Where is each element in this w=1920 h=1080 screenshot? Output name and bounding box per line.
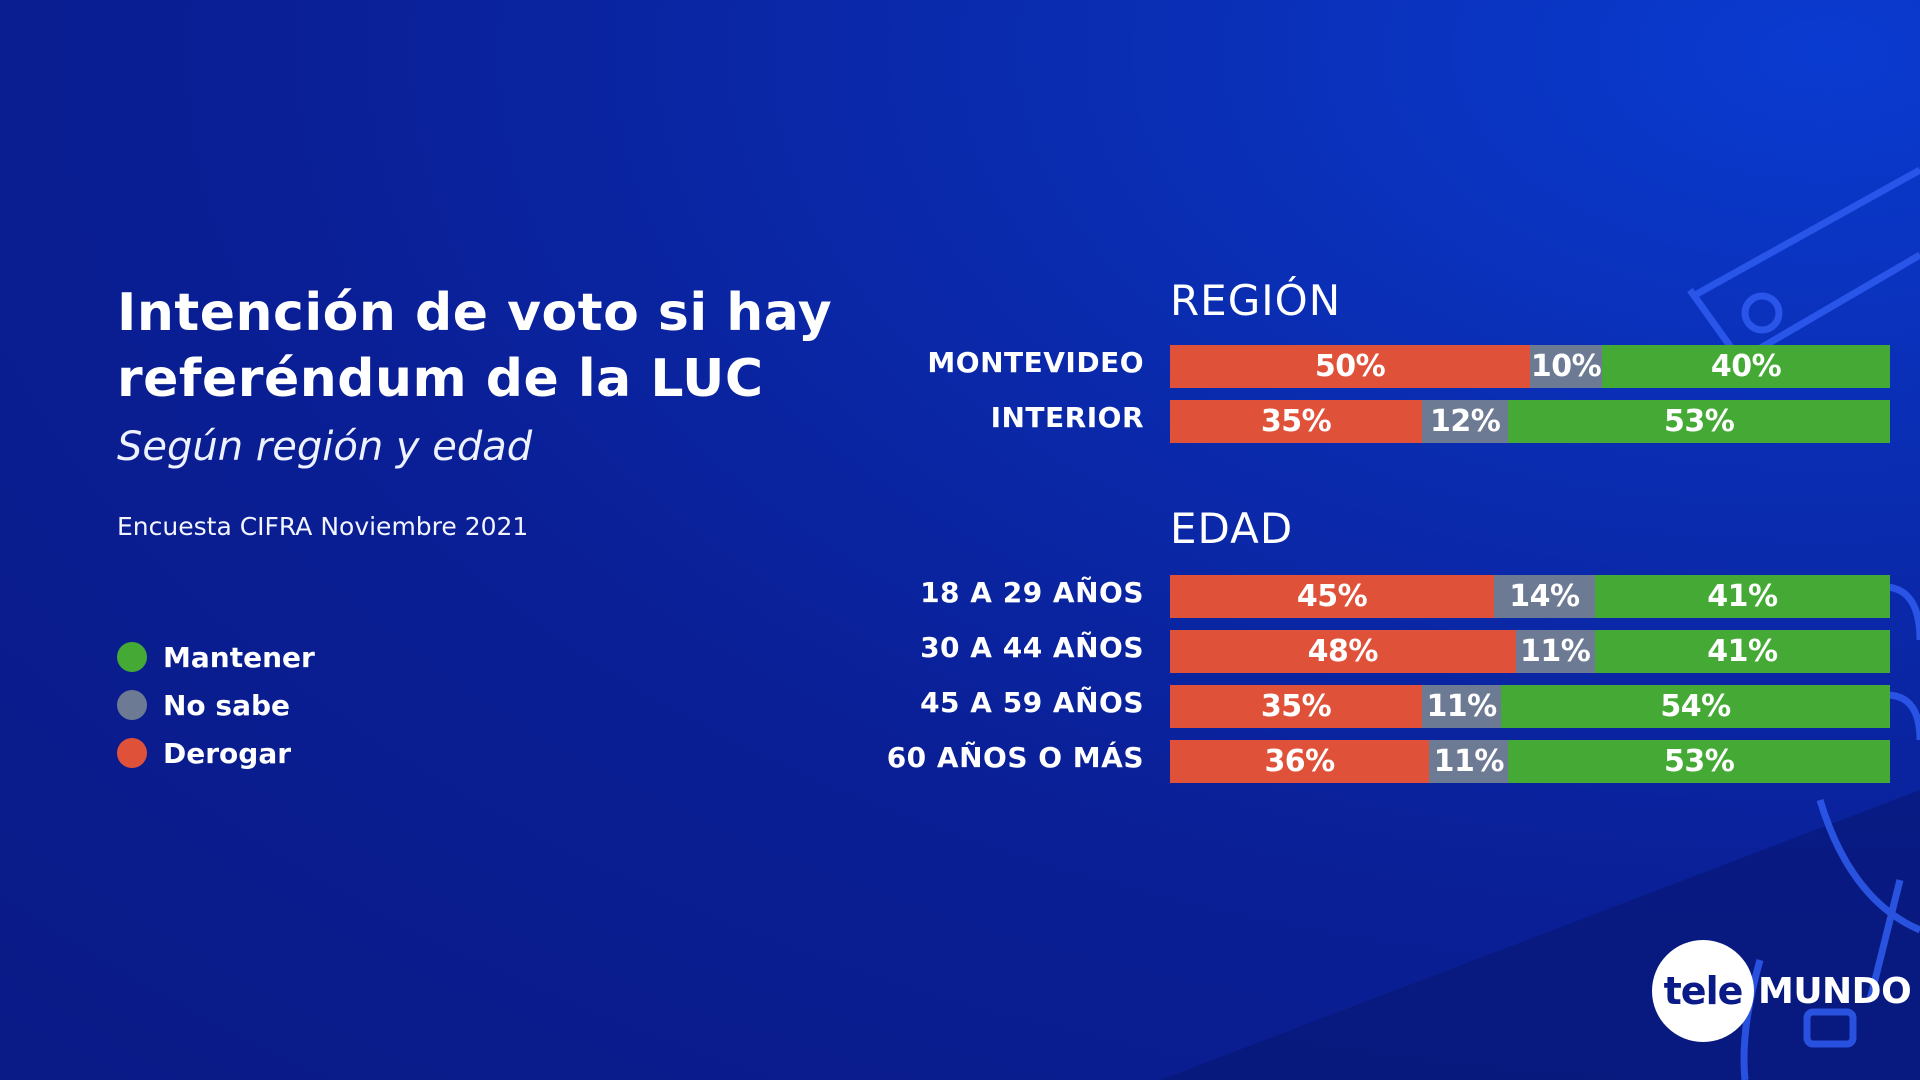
section-title-edad: EDAD: [1170, 504, 1294, 553]
page-title: Intención de voto si hay referéndum de l…: [117, 283, 833, 409]
segment-derogar: 48%: [1170, 630, 1516, 673]
legend-label-no-sabe: No sabe: [163, 688, 291, 722]
legend-swatch-mantener: [117, 642, 147, 672]
telemundo-logo: tele MUNDO: [1652, 940, 1912, 1042]
source-note: Encuesta CIFRA Noviembre 2021: [117, 512, 529, 541]
bar-18-29: 45% 14% 41%: [1170, 575, 1890, 618]
legend-swatch-derogar: [117, 738, 147, 768]
row-label-18-29: 18 A 29 AÑOS: [920, 576, 1144, 609]
segment-no-sabe: 12%: [1422, 400, 1509, 443]
legend-label-derogar: Derogar: [163, 736, 292, 770]
segment-mantener: 41%: [1594, 575, 1890, 618]
bar-montevideo: 50% 10% 40%: [1170, 345, 1890, 388]
segment-mantener: 41%: [1594, 630, 1890, 673]
legend-item-no-sabe: No sabe: [117, 681, 877, 729]
segment-mantener: 54%: [1501, 685, 1890, 728]
segment-no-sabe: 11%: [1515, 630, 1595, 673]
segment-derogar: 45%: [1170, 575, 1494, 618]
segment-derogar: 50%: [1170, 345, 1530, 388]
header-panel: Intención de voto si hay referéndum de l…: [117, 280, 877, 777]
segment-no-sabe: 10%: [1530, 345, 1602, 388]
segment-no-sabe: 11%: [1429, 740, 1509, 783]
segment-no-sabe: 14%: [1494, 575, 1595, 618]
segment-mantener: 53%: [1508, 400, 1890, 443]
page-subtitle: Según región y edad: [117, 424, 533, 470]
row-label-interior: INTERIOR: [990, 401, 1144, 434]
segment-derogar: 36%: [1170, 740, 1430, 783]
row-label-45-59: 45 A 59 AÑOS: [920, 686, 1144, 719]
bar-45-59: 35% 11% 54%: [1170, 685, 1890, 728]
legend: Mantener No sabe Derogar: [117, 633, 877, 777]
logo-text-mundo: MUNDO: [1758, 970, 1912, 1012]
legend-item-mantener: Mantener: [117, 633, 877, 681]
bar-60-plus: 36% 11% 53%: [1170, 740, 1890, 783]
section-title-region: REGIÓN: [1170, 276, 1342, 325]
legend-item-derogar: Derogar: [117, 729, 877, 777]
legend-swatch-no-sabe: [117, 690, 147, 720]
row-label-30-44: 30 A 44 AÑOS: [920, 631, 1144, 664]
segment-mantener: 40%: [1602, 345, 1890, 388]
segment-no-sabe: 11%: [1422, 685, 1502, 728]
bar-interior: 35% 12% 53%: [1170, 400, 1890, 443]
bar-30-44: 48% 11% 41%: [1170, 630, 1890, 673]
row-label-montevideo: MONTEVIDEO: [927, 346, 1144, 379]
segment-derogar: 35%: [1170, 400, 1422, 443]
segment-derogar: 35%: [1170, 685, 1422, 728]
logo-text-tele: tele: [1663, 969, 1744, 1013]
logo-circle: tele: [1652, 940, 1754, 1042]
segment-mantener: 53%: [1508, 740, 1890, 783]
row-label-60-plus: 60 AÑOS O MÁS: [886, 741, 1144, 774]
legend-label-mantener: Mantener: [163, 640, 315, 674]
